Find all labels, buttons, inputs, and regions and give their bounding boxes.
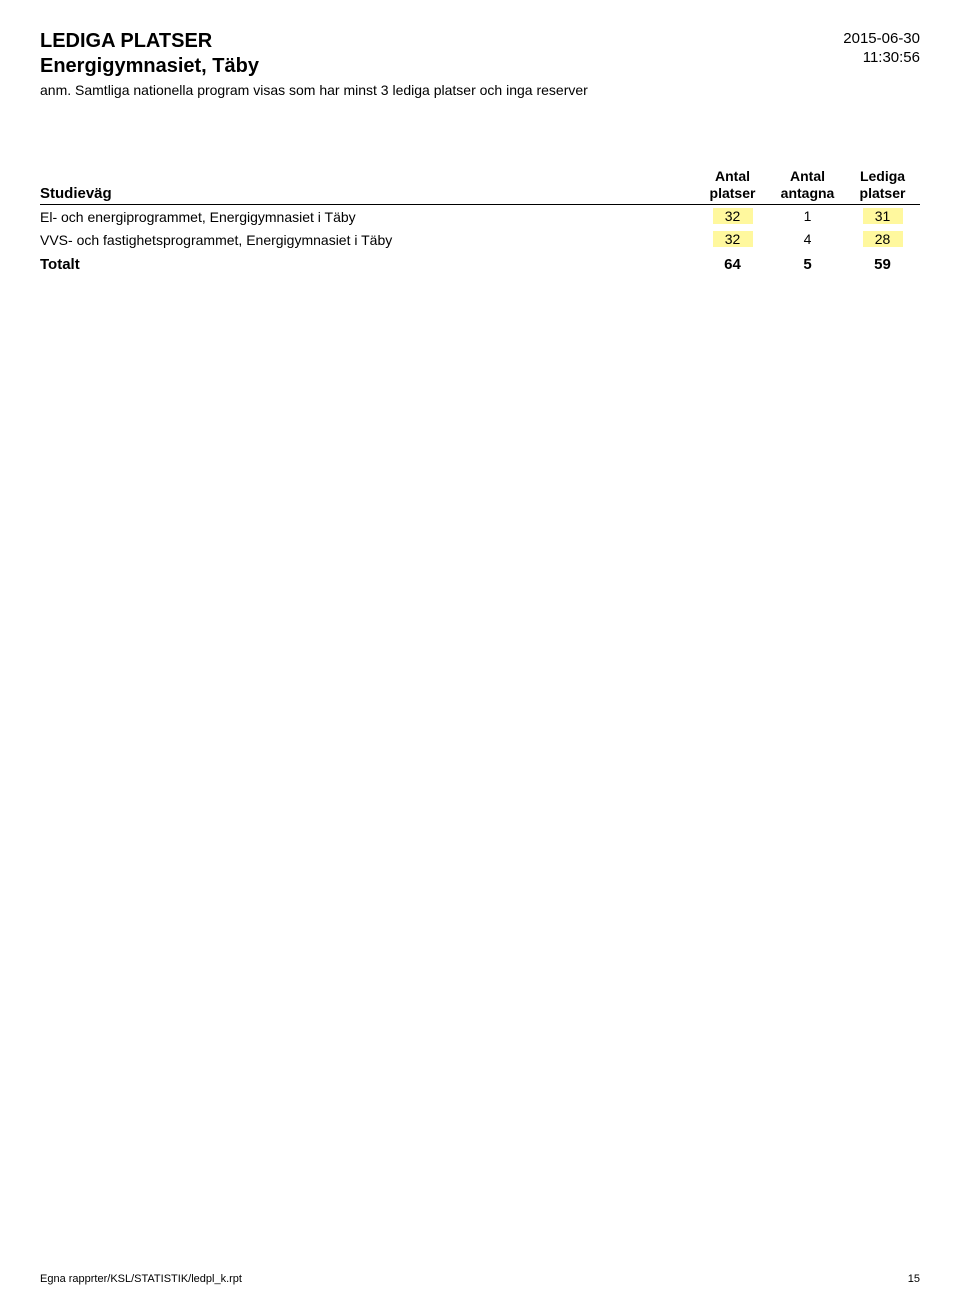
report-time: 11:30:56 — [843, 49, 920, 66]
col2-line1: Antal — [770, 168, 845, 185]
page-header: LEDIGA PLATSER Energigymnasiet, Täby anm… — [40, 30, 920, 98]
table-row: El- och energiprogrammet, Energigymnasie… — [40, 205, 920, 228]
page-note: anm. Samtliga nationella program visas s… — [40, 82, 920, 98]
cell-antagna: 1 — [770, 208, 845, 225]
col1-line2: platser — [695, 185, 770, 202]
date-block: 2015-06-30 11:30:56 — [843, 30, 920, 66]
cell-antagna: 4 — [770, 231, 845, 248]
footer-path: Egna rapprter/KSL/STATISTIK/ledpl_k.rpt — [40, 1273, 242, 1285]
column-header-antagna: Antal antagna — [770, 168, 845, 202]
table-header-row: Studieväg Antal platser Antal antagna Le… — [40, 168, 920, 205]
page-footer: Egna rapprter/KSL/STATISTIK/ledpl_k.rpt … — [40, 1273, 920, 1285]
col2-line2: antagna — [770, 185, 845, 202]
cell-program-name: VVS- och fastighetsprogrammet, Energigym… — [40, 231, 695, 248]
total-label: Totalt — [40, 256, 695, 273]
total-lediga: 59 — [845, 256, 920, 273]
column-header-platser: Antal platser — [695, 168, 770, 202]
page-subtitle: Energigymnasiet, Täby — [40, 55, 920, 78]
footer-page-number: 15 — [908, 1273, 920, 1285]
col3-line1: Lediga — [845, 168, 920, 185]
cell-lediga: 31 — [845, 208, 920, 225]
table-row: VVS- och fastighetsprogrammet, Energigym… — [40, 228, 920, 251]
cell-lediga: 28 — [845, 231, 920, 248]
column-header-lediga: Lediga platser — [845, 168, 920, 202]
col1-line1: Antal — [695, 168, 770, 185]
column-header-name: Studieväg — [40, 168, 695, 202]
page-title: LEDIGA PLATSER — [40, 30, 920, 53]
cell-program-name: El- och energiprogrammet, Energigymnasie… — [40, 208, 695, 225]
total-antagna: 5 — [770, 256, 845, 273]
cell-platser: 32 — [695, 231, 770, 248]
total-row: Totalt 64 5 59 — [40, 253, 920, 276]
report-date: 2015-06-30 — [843, 30, 920, 47]
total-platser: 64 — [695, 256, 770, 273]
data-table: Studieväg Antal platser Antal antagna Le… — [40, 168, 920, 276]
cell-platser: 32 — [695, 208, 770, 225]
col3-line2: platser — [845, 185, 920, 202]
